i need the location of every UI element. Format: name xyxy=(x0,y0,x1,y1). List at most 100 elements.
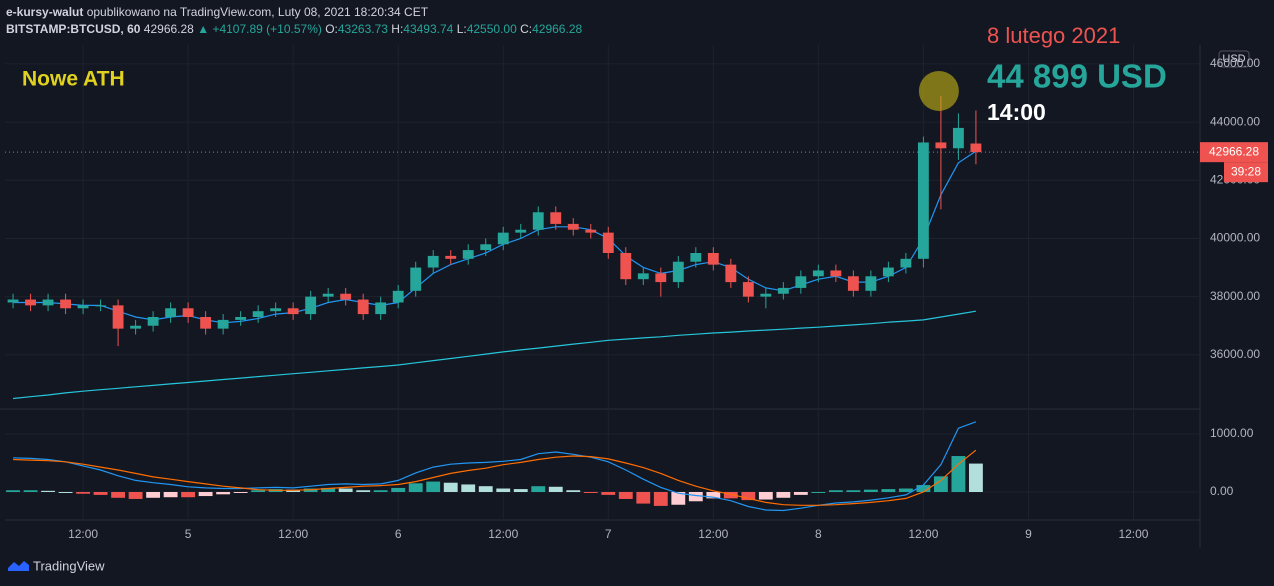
candle-body xyxy=(462,250,474,259)
macd-histogram-bar xyxy=(146,491,161,498)
candle-body xyxy=(935,142,947,149)
macd-histogram-bar xyxy=(443,482,458,492)
brand-name: TradingView xyxy=(33,558,105,573)
candle-body xyxy=(375,302,387,315)
currency: USD xyxy=(1222,53,1245,65)
macd-histogram-bar xyxy=(76,491,91,494)
x-tick-label: 12:00 xyxy=(698,527,728,541)
macd-histogram-bar xyxy=(478,486,493,492)
candle-body xyxy=(830,270,842,277)
change: +4107.89 (+10.57%) xyxy=(212,22,322,36)
candle-body xyxy=(795,276,807,288)
candle-body xyxy=(287,308,299,315)
candle-body xyxy=(602,232,614,254)
o-label: O: xyxy=(325,22,338,36)
brand: TradingView xyxy=(8,558,105,573)
macd-histogram-bar xyxy=(758,491,773,500)
candle-body xyxy=(322,293,334,297)
candle-body xyxy=(130,325,142,329)
candle-body xyxy=(445,255,457,259)
candle-body xyxy=(812,270,824,277)
candle-body xyxy=(270,308,282,312)
open: 43263.73 xyxy=(337,22,388,36)
candle-body xyxy=(25,299,36,306)
candle-body xyxy=(112,305,124,329)
header-line-2: BITSTAMP:BTCUSD, 60 42966.28 ▲ +4107.89 … xyxy=(6,21,582,38)
y-tick-label: 36000.00 xyxy=(1210,347,1260,361)
candle-body xyxy=(690,253,702,262)
last-price-label: 42966.28 xyxy=(1209,144,1259,158)
author: e-kursy-walut xyxy=(6,5,84,19)
macd-histogram-bar xyxy=(566,490,581,492)
macd-histogram-bar xyxy=(426,481,441,492)
candle-body xyxy=(235,317,247,320)
macd-histogram-bar xyxy=(863,489,878,492)
header-line-1: e-kursy-walut opublikowano na TradingVie… xyxy=(6,4,582,21)
c-label: C: xyxy=(520,22,533,36)
candle-body xyxy=(497,232,509,245)
macd-histogram-bar xyxy=(373,490,388,492)
macd-histogram-bar xyxy=(583,491,598,493)
macd-histogram-bar xyxy=(846,490,861,492)
candle-body xyxy=(410,267,422,291)
macd-histogram-bar xyxy=(601,491,616,495)
candle-body xyxy=(672,261,684,283)
candle-body xyxy=(707,253,719,265)
macd-histogram-bar xyxy=(6,490,20,492)
candle-body xyxy=(917,142,929,259)
candle-body xyxy=(725,264,737,283)
candle-body xyxy=(182,308,194,318)
candle-body xyxy=(77,305,89,309)
macd-histogram-bar xyxy=(356,490,371,492)
close: 42966.28 xyxy=(532,22,583,36)
macd-histogram-bar xyxy=(951,456,966,492)
x-tick-label: 8 xyxy=(815,527,822,541)
moving-average xyxy=(13,310,976,400)
macd-histogram-bar xyxy=(321,487,336,492)
candle-body xyxy=(900,258,912,268)
macd-histogram-bar xyxy=(408,483,423,492)
macd-histogram-bar xyxy=(251,490,266,492)
candle-body xyxy=(847,276,859,291)
macd-histogram-bar xyxy=(741,491,756,501)
currency-box xyxy=(1218,50,1250,68)
x-tick-label: 6 xyxy=(395,527,402,541)
macd-histogram-bar xyxy=(198,491,213,497)
x-tick-label: 12:00 xyxy=(908,527,938,541)
candle-body xyxy=(165,308,177,318)
macd-histogram-bar xyxy=(391,487,406,492)
h-label: H: xyxy=(391,22,404,36)
candle-body xyxy=(952,127,964,149)
macd-histogram-bar xyxy=(216,491,231,495)
candle-body xyxy=(655,273,667,283)
macd-histogram-bar xyxy=(163,491,178,498)
macd-histogram-bar xyxy=(58,491,73,493)
macd-histogram-bar xyxy=(881,489,896,492)
annotation-ath: Nowe ATH xyxy=(22,68,125,91)
macd-histogram-bar xyxy=(671,491,686,505)
candle-body xyxy=(777,287,789,294)
published: opublikowano na TradingView.com, Luty 08… xyxy=(86,5,429,19)
macd-histogram-bar xyxy=(916,485,931,492)
low: 42550.00 xyxy=(466,22,517,36)
annotation-date: 8 lutego 2021 xyxy=(987,23,1120,48)
candle-body xyxy=(42,299,54,306)
l-label: L: xyxy=(456,22,467,36)
logo xyxy=(8,561,29,571)
candle-body xyxy=(252,311,264,318)
macd-histogram-bar xyxy=(513,489,528,492)
candle-body xyxy=(620,253,632,280)
macd-histogram-bar xyxy=(968,463,983,492)
y-tick-label: 38000.00 xyxy=(1210,289,1260,303)
macd-histogram-bar xyxy=(548,486,563,492)
candle-body xyxy=(970,143,982,153)
high: 43493.74 xyxy=(403,22,454,36)
y-tick-label: 40000.00 xyxy=(1210,231,1260,245)
macd-histogram-bar xyxy=(111,491,126,498)
macd-histogram-bar xyxy=(723,491,738,499)
macd-tick-label: 0.00 xyxy=(1210,484,1234,498)
x-tick-label: 12:00 xyxy=(1118,527,1148,541)
macd-histogram-bar xyxy=(898,488,913,492)
candle-body xyxy=(357,299,369,315)
annotation-time: 14:00 xyxy=(987,99,1046,125)
